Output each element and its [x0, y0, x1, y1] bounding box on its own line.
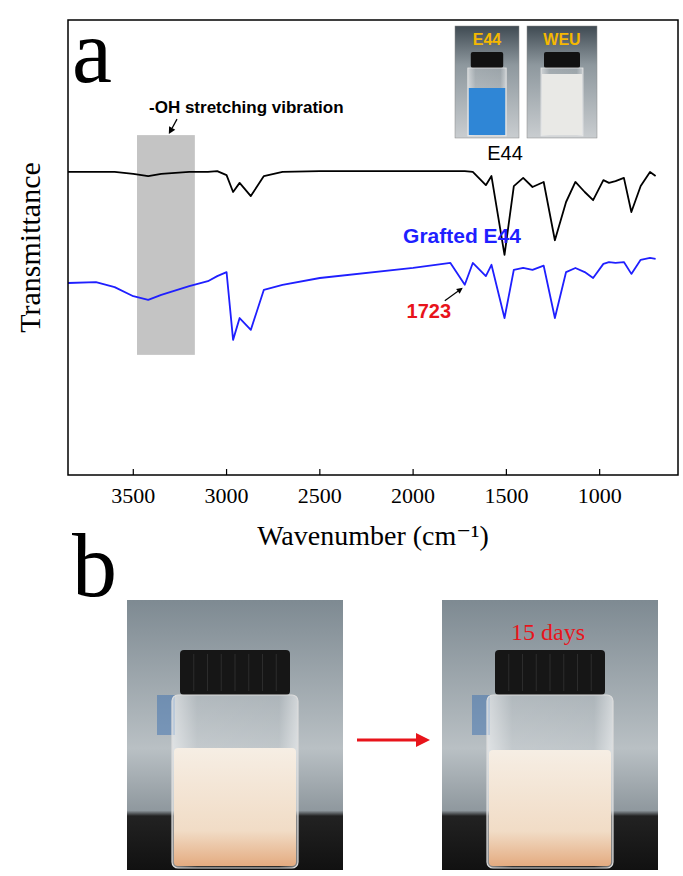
arrow	[357, 733, 430, 747]
x-tick-label: 1500	[484, 483, 528, 508]
vial-body	[172, 695, 298, 868]
cap-ridge	[262, 654, 263, 691]
y-axis-title: Transmittance	[13, 162, 46, 333]
vial-body	[487, 695, 613, 868]
arrow	[445, 288, 463, 301]
inset-photo: WEU	[527, 26, 597, 138]
cap-ridge	[508, 654, 509, 691]
arrow	[169, 119, 177, 134]
cap-ridge	[235, 654, 236, 691]
vial-body	[468, 68, 506, 136]
figure: E44 WEU 3500 3000 2500 2000 1500 1000 Wavenumber…	[0, 0, 683, 876]
photo-label: 15 days	[511, 619, 585, 645]
cap-ridge	[550, 654, 551, 691]
arrow-head	[456, 288, 463, 294]
cap-ridge	[276, 654, 277, 691]
photo-background	[442, 600, 658, 870]
plot-frame	[68, 20, 678, 475]
series-label: E44	[487, 142, 523, 164]
x-tick	[413, 469, 414, 475]
arrow-head	[169, 126, 175, 134]
vial-liquid	[489, 750, 611, 866]
x-tick-label: 1000	[578, 483, 622, 508]
arrow-shaft	[445, 291, 458, 300]
inset-photo: E44	[455, 26, 519, 138]
x-tick-label: 2000	[391, 483, 435, 508]
x-tick	[133, 469, 134, 475]
series-label: Grafted E44	[403, 224, 521, 247]
x-tick-label: 2500	[298, 483, 342, 508]
inset-background	[527, 26, 597, 138]
arrow-shaft	[172, 119, 177, 128]
cap-ridge	[591, 654, 592, 691]
vial-photo	[127, 600, 343, 870]
lines	[68, 171, 656, 340]
vial-liquid	[469, 88, 505, 135]
x-tick-label: 3000	[205, 483, 249, 508]
vial-photo	[442, 600, 658, 870]
x-tick	[319, 469, 320, 475]
cap-ridge	[248, 654, 249, 691]
cap-ridge	[221, 654, 222, 691]
vial-cap	[544, 52, 580, 68]
series-line	[68, 258, 656, 340]
x-tick	[506, 469, 507, 475]
vial-liquid	[174, 748, 296, 866]
vial-cap	[471, 52, 503, 68]
vial-cap	[495, 650, 605, 695]
cap-ridge	[563, 654, 564, 691]
panel-letter: b	[72, 516, 117, 615]
cap-ridge	[522, 654, 523, 691]
annotation-text: 1723	[407, 300, 452, 322]
cap-ridge	[207, 654, 208, 691]
oh-region	[137, 135, 195, 355]
cap-ridge	[536, 654, 537, 691]
inset-label: E44	[473, 31, 502, 48]
x-tick	[599, 469, 600, 475]
shade-group	[137, 135, 195, 355]
x-tick	[226, 469, 227, 475]
annotation-text: -OH stretching vibration	[149, 98, 344, 117]
vial-liquid	[542, 74, 582, 135]
inset-label: WEU	[543, 31, 580, 48]
vial-cap	[180, 650, 290, 695]
inset-background	[455, 26, 519, 138]
photo-background	[127, 600, 343, 870]
cap-ridge	[193, 654, 194, 691]
panel-letter: a	[72, 2, 112, 101]
arrow-shaft	[357, 739, 416, 742]
x-tick-label: 3500	[111, 483, 155, 508]
series-line	[68, 171, 656, 255]
x-axis-title: Wavenumber (cm⁻¹)	[257, 520, 489, 551]
arrow-head	[416, 733, 430, 747]
vial-body	[541, 68, 583, 136]
cap-ridge	[577, 654, 578, 691]
